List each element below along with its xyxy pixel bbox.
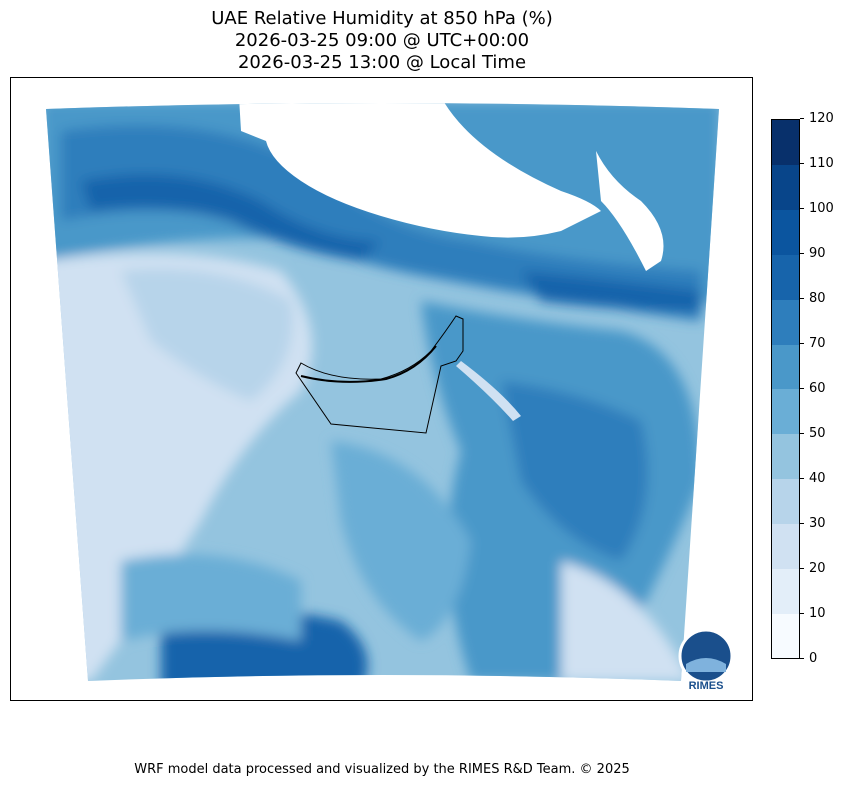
- contour-fill-20-30: [456, 361, 521, 421]
- colorbar-segment: [772, 568, 799, 614]
- contour-fill-70-80: [61, 125, 701, 322]
- contour-fill-50-60: [121, 554, 301, 641]
- colorbar-tick-label: 80: [800, 291, 826, 306]
- footer-credit: WRF model data processed and visualized …: [134, 762, 630, 777]
- svg-text:RIMES: RIMES: [689, 680, 724, 692]
- uae-boundary: [295, 315, 464, 434]
- colorbar-segment: [772, 523, 799, 569]
- colorbar-tick-label: 60: [800, 381, 826, 396]
- colorbar-tick-label: 40: [800, 471, 826, 486]
- colorbar-segment: [772, 299, 799, 345]
- colorbar-segment: [772, 254, 799, 300]
- contour-fill-50-60: [331, 441, 471, 641]
- contour-fill-20-30: [561, 561, 691, 681]
- colorbar-tick-label: 100: [800, 201, 834, 216]
- colorbar-tick-label: 70: [800, 336, 826, 351]
- colorbar-segment: [772, 433, 799, 480]
- contour-fill-80-90: [521, 271, 701, 311]
- humidity-map: RIMES: [46, 103, 734, 692]
- colorbar-segment: [772, 164, 799, 211]
- colorbar-tick-label: 120: [800, 111, 834, 126]
- colorbar-segment: [772, 613, 799, 659]
- colorbar-segment: [772, 478, 799, 524]
- colorbar: [771, 119, 800, 659]
- colorbar-tick-label: 50: [800, 426, 826, 441]
- colorbar-segment: [772, 120, 799, 166]
- missing-data-area: [596, 151, 664, 271]
- missing-data-area: [239, 103, 601, 238]
- colorbar-tick-label: 90: [800, 246, 826, 261]
- colorbar-tick-label: 30: [800, 516, 826, 531]
- rimes-logo: RIMES: [678, 628, 734, 692]
- colorbar-tick-label: 10: [800, 606, 826, 621]
- colorbar-segment: [772, 344, 799, 390]
- colorbar-segment: [772, 389, 799, 435]
- map-frame: RIMES: [10, 77, 753, 701]
- uae-coastline: [300, 345, 437, 383]
- title-line-1: UAE Relative Humidity at 850 hPa (%): [211, 8, 553, 29]
- colorbar-tick-label: 20: [800, 561, 826, 576]
- colorbar-tick-label: 0: [800, 651, 817, 666]
- title-line-2: 2026-03-25 09:00 @ UTC+00:00: [234, 30, 530, 51]
- contour-fill-70-80: [501, 381, 648, 561]
- colorbar-segment: [772, 209, 799, 255]
- title-line-3: 2026-03-25 13:00 @ Local Time: [237, 52, 527, 73]
- colorbar-tick-label: 110: [800, 156, 834, 171]
- contour-fill-30-40: [121, 269, 293, 401]
- contour-fill-80-90: [81, 174, 381, 261]
